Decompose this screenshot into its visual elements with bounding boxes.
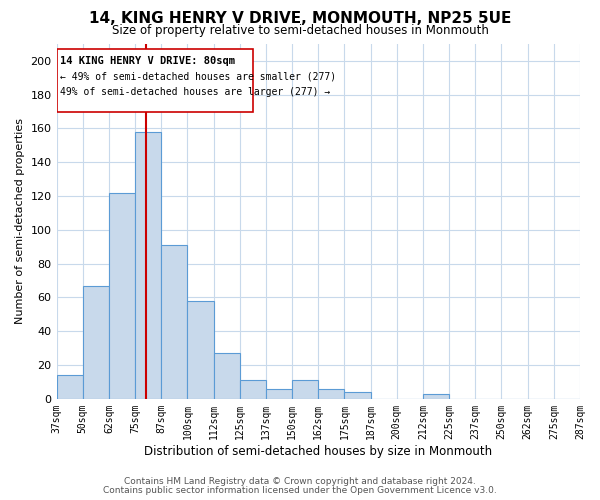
Y-axis label: Number of semi-detached properties: Number of semi-detached properties: [15, 118, 25, 324]
Text: 14 KING HENRY V DRIVE: 80sqm: 14 KING HENRY V DRIVE: 80sqm: [61, 56, 235, 66]
Bar: [318, 388, 344, 399]
Bar: [423, 394, 449, 399]
Bar: [56, 375, 83, 399]
Bar: [161, 245, 187, 399]
Bar: [83, 286, 109, 399]
Text: 14, KING HENRY V DRIVE, MONMOUTH, NP25 5UE: 14, KING HENRY V DRIVE, MONMOUTH, NP25 5…: [89, 11, 511, 26]
Bar: [135, 132, 161, 399]
Text: ← 49% of semi-detached houses are smaller (277): ← 49% of semi-detached houses are smalle…: [61, 72, 337, 82]
Text: Contains public sector information licensed under the Open Government Licence v3: Contains public sector information licen…: [103, 486, 497, 495]
Bar: [240, 380, 266, 399]
Text: 49% of semi-detached houses are larger (277) →: 49% of semi-detached houses are larger (…: [61, 87, 331, 97]
Text: Contains HM Land Registry data © Crown copyright and database right 2024.: Contains HM Land Registry data © Crown c…: [124, 477, 476, 486]
Bar: [292, 380, 318, 399]
Bar: [109, 192, 135, 399]
Bar: [344, 392, 371, 399]
FancyBboxPatch shape: [56, 49, 253, 112]
Bar: [214, 353, 240, 399]
X-axis label: Distribution of semi-detached houses by size in Monmouth: Distribution of semi-detached houses by …: [144, 444, 493, 458]
Bar: [266, 388, 292, 399]
Bar: [187, 301, 214, 399]
Text: Size of property relative to semi-detached houses in Monmouth: Size of property relative to semi-detach…: [112, 24, 488, 37]
